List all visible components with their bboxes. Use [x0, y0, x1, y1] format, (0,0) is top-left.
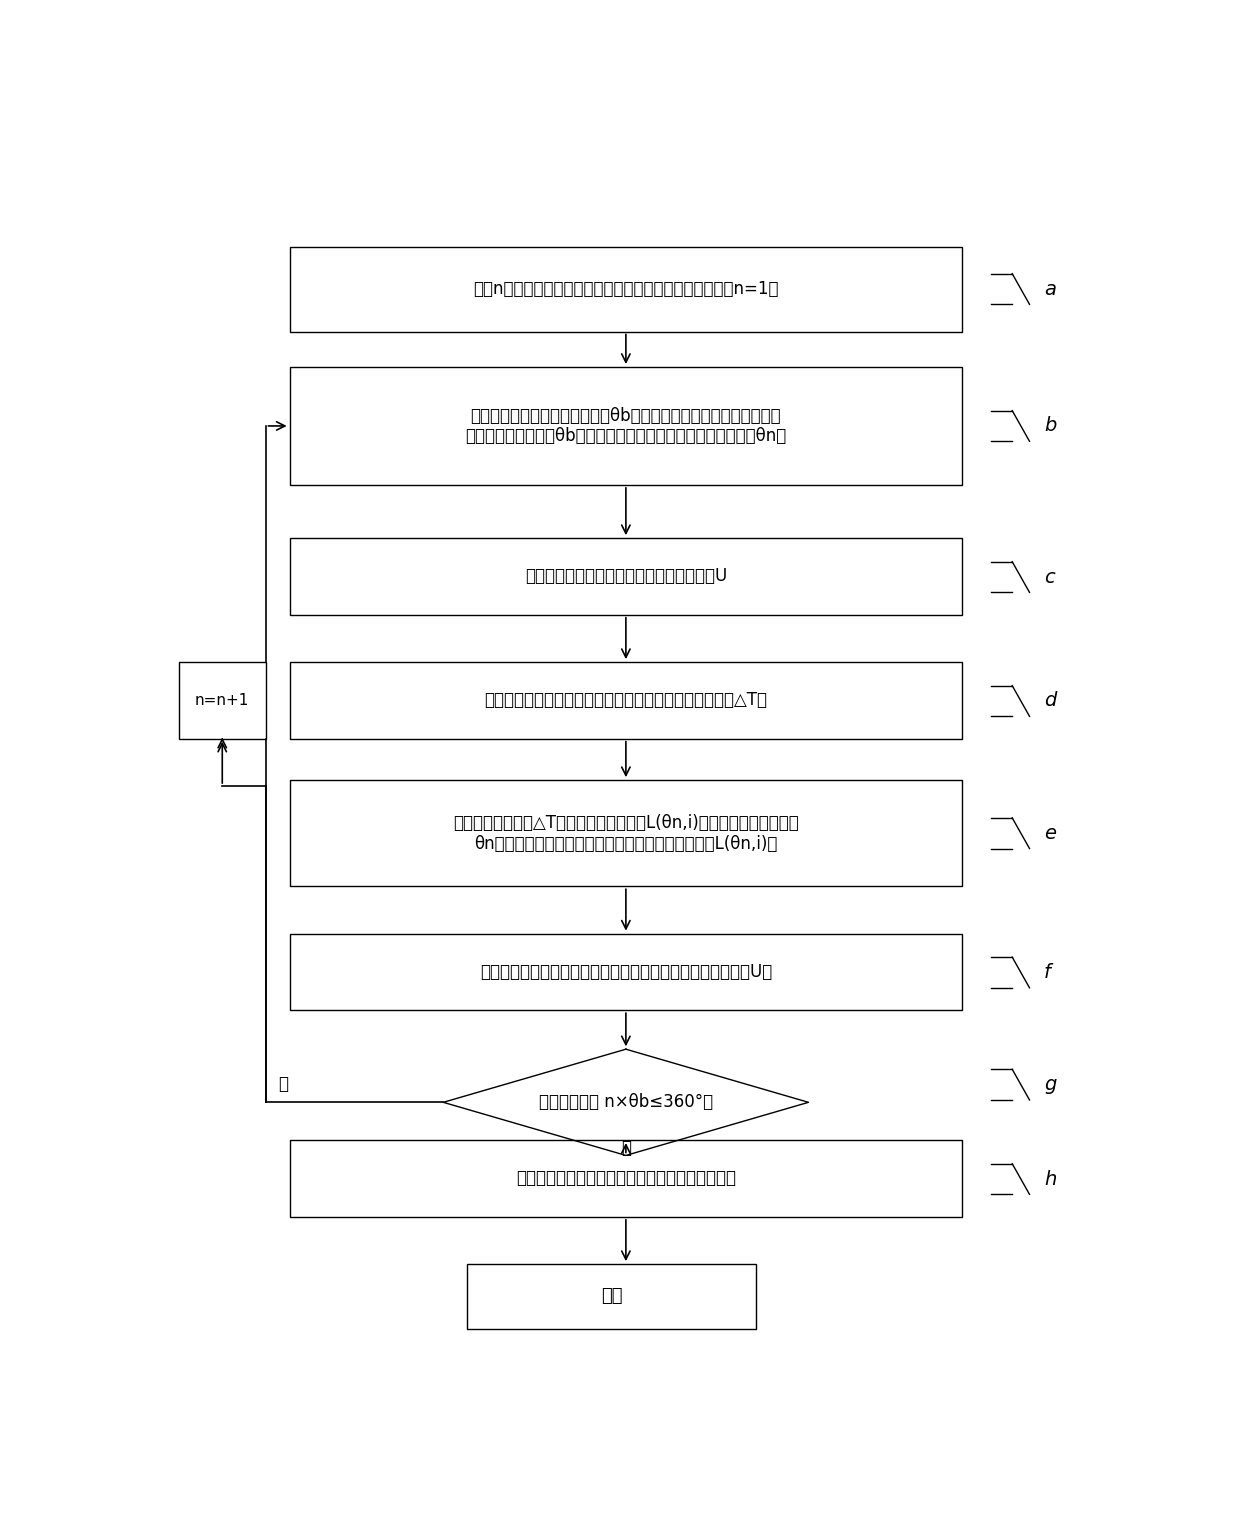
Text: 计算机通过电流传感器采集相绕组的电流值，采样周期为△T；: 计算机通过电流传感器采集相绕组的电流值，采样周期为△T；	[485, 691, 768, 710]
Bar	[290, 934, 962, 1010]
Text: d: d	[1044, 691, 1056, 710]
Text: 编制开关磁阻电机全域非线性电感曲线簇数据表。: 编制开关磁阻电机全域非线性电感曲线簇数据表。	[516, 1170, 735, 1188]
Text: 给开关磁阻电机的相绕组两端加载阶跃电压U: 给开关磁阻电机的相绕组两端加载阶跃电压U	[525, 567, 727, 586]
Text: 控制步进电机旋转一个步进角度θb，步进电机带动开关磁阻电机的转
子轴，旋转步进角度θb，使开关磁阻电机的转子固定在测量位置θn，: 控制步进电机旋转一个步进角度θb，步进电机带动开关磁阻电机的转 子轴，旋转步进角…	[465, 406, 786, 446]
Bar	[290, 247, 962, 331]
Text: c: c	[1044, 567, 1055, 587]
Text: f: f	[1044, 963, 1050, 983]
Text: n=n+1: n=n+1	[195, 693, 249, 708]
Text: b: b	[1044, 417, 1056, 435]
Text: a: a	[1044, 279, 1056, 299]
Text: 设定n为开关磁阻电机的转子测量位置的变量，且初始化为n=1；: 设定n为开关磁阻电机的转子测量位置的变量，且初始化为n=1；	[474, 281, 779, 297]
Bar	[467, 1265, 755, 1329]
Text: 结束: 结束	[600, 1288, 622, 1306]
Bar	[179, 662, 265, 739]
Bar	[290, 780, 962, 886]
Bar	[290, 662, 962, 739]
Text: h: h	[1044, 1170, 1056, 1188]
Bar	[290, 366, 962, 484]
Text: 否: 否	[621, 1139, 631, 1157]
Text: 是: 是	[278, 1075, 288, 1093]
Text: e: e	[1044, 823, 1056, 843]
Text: 当相绕组的电流值饱和后，断开加载在相绕组两端的阶跃电压U；: 当相绕组的电流值饱和后，断开加载在相绕组两端的阶跃电压U；	[480, 963, 773, 981]
Text: 获取每个采样周期△T内相绕组的瞬时电感L(θn,i)，进而获得在转子位置
θn时，不同的相绕组的电流值对应相绕组的瞬时电感L(θn,i)；: 获取每个采样周期△T内相绕组的瞬时电感L(θn,i)，进而获得在转子位置 θn时…	[453, 814, 799, 852]
Text: 判断是否满足 n×θb≤360°；: 判断是否满足 n×θb≤360°；	[539, 1093, 713, 1111]
Text: g: g	[1044, 1075, 1056, 1095]
Bar	[290, 1141, 962, 1217]
Bar	[290, 538, 962, 615]
